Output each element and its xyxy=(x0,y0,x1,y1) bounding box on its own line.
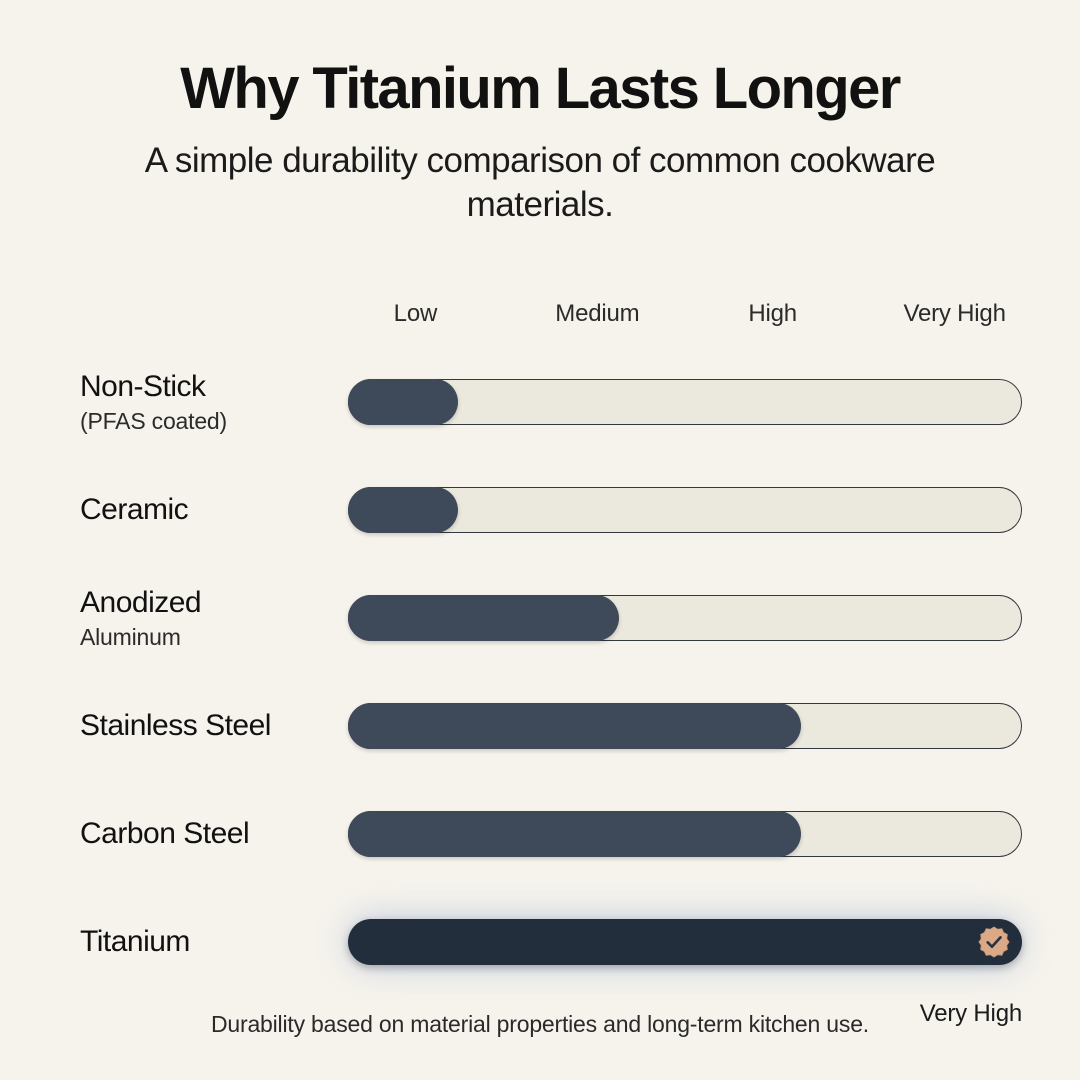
chart-row: Stainless Steel xyxy=(0,672,1080,780)
row-end-label: Very High xyxy=(919,1000,1022,1027)
row-label: Anodized Aluminum xyxy=(80,583,330,653)
scale-tick-label: Medium xyxy=(555,300,640,327)
chart-rows: Non-Stick (PFAS coated) Ceramic Anodized Alu… xyxy=(0,348,1080,1027)
row-label-name: Anodized xyxy=(80,586,202,620)
row-label: Titanium xyxy=(80,922,330,962)
chart-row: Titanium Very High xyxy=(0,888,1080,1027)
check-rosette-icon xyxy=(977,925,1011,959)
row-label: Non-Stick (PFAS coated) xyxy=(80,367,330,437)
footer-note: Durability based on material properties … xyxy=(211,1011,869,1037)
row-label-name: Stainless Steel xyxy=(80,709,271,743)
row-label-name: Ceramic xyxy=(80,493,189,527)
chart-row: Anodized Aluminum xyxy=(0,564,1080,672)
durability-bar-track xyxy=(348,919,1022,965)
durability-bar-track xyxy=(347,594,1022,641)
row-label-name: Carbon Steel xyxy=(80,817,250,851)
row-label: Carbon Steel xyxy=(80,814,330,854)
row-label-name: Titanium xyxy=(80,925,190,959)
durability-bar-track xyxy=(347,702,1022,749)
row-label: Ceramic xyxy=(80,490,330,530)
durability-bar-fill xyxy=(347,378,459,425)
header: Why Titanium Lasts Longer A simple durab… xyxy=(0,56,1080,228)
scale-tick-label: Very High xyxy=(903,300,1006,327)
scale-tick-label: High xyxy=(748,300,797,327)
scale-axis: Low Medium High Very High xyxy=(348,300,1022,334)
chart-row: Carbon Steel xyxy=(0,780,1080,888)
chart-row: Ceramic xyxy=(0,456,1080,564)
chart-row: Non-Stick (PFAS coated) xyxy=(0,348,1080,456)
durability-bar-fill xyxy=(347,486,459,533)
durability-bar-track xyxy=(347,486,1022,533)
row-label-name: Non-Stick xyxy=(80,370,206,404)
durability-chart: Low Medium High Very High Non-Stick (PFAS co… xyxy=(0,300,1080,1027)
durability-bar-track xyxy=(347,378,1022,425)
durability-bar-fill xyxy=(347,810,801,857)
page-subtitle: A simple durability comparison of common… xyxy=(144,140,936,225)
row-label-sub: Aluminum xyxy=(80,624,181,650)
scale-tick-label: Low xyxy=(393,300,438,327)
row-label-sub: (PFAS coated) xyxy=(80,408,227,434)
durability-bar-track xyxy=(347,810,1022,857)
page-title: Why Titanium Lasts Longer xyxy=(180,56,901,121)
row-label: Stainless Steel xyxy=(80,706,330,746)
durability-bar-fill xyxy=(347,594,620,641)
durability-bar-fill xyxy=(348,919,1022,965)
durability-bar-fill xyxy=(347,702,801,749)
